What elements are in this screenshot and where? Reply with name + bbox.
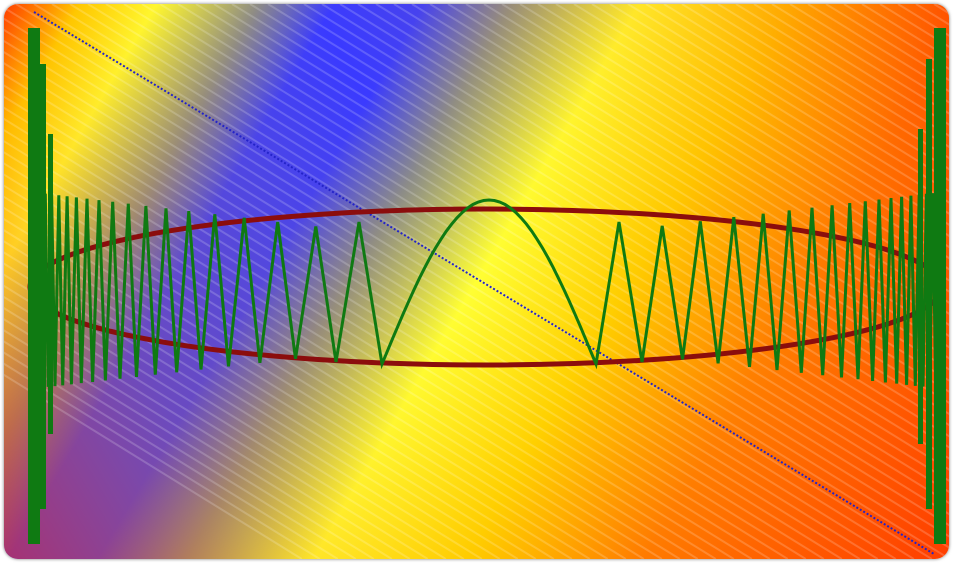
stripe-line — [4, 306, 411, 559]
stripe-line — [321, 4, 949, 393]
stripe-line — [555, 4, 949, 249]
stripe-line — [375, 4, 949, 360]
stripe-line — [15, 4, 915, 559]
edge-bar — [28, 28, 40, 544]
stripe-line — [51, 4, 949, 559]
stripe-line — [33, 4, 933, 559]
stripe-line — [717, 4, 949, 148]
stripe-line — [4, 373, 303, 559]
stripe-line — [303, 4, 949, 404]
stripe-line — [123, 4, 949, 516]
stripe-line — [4, 84, 771, 559]
stripe-line — [4, 128, 699, 559]
stripe-line — [4, 117, 717, 559]
stripe-line — [285, 4, 949, 416]
stripe-line — [4, 28, 861, 559]
stripe-line — [4, 51, 825, 559]
edge-bar — [918, 129, 923, 444]
stripe-line — [501, 4, 949, 282]
stripe-line — [573, 4, 949, 238]
stripe-line — [4, 284, 447, 559]
stripe-line — [681, 4, 949, 171]
stripe-line — [4, 6, 897, 559]
green-waveform — [30, 192, 943, 389]
stripe-line — [4, 318, 393, 559]
stripe-line — [699, 4, 949, 160]
stripe-line — [4, 39, 843, 559]
stripe-line — [87, 4, 949, 538]
stripe-line — [267, 4, 949, 427]
stripe-line — [663, 4, 949, 182]
image-frame — [4, 4, 949, 559]
stripe-line — [771, 4, 949, 115]
stripe-line — [339, 4, 949, 382]
stripe-line — [69, 4, 949, 549]
stripe-line — [627, 4, 949, 204]
stripe-line — [249, 4, 949, 438]
stripe-line — [141, 4, 949, 505]
stripe-line — [735, 4, 949, 137]
stripe-line — [4, 173, 627, 559]
stripe-line — [4, 329, 375, 559]
stripe-line — [4, 340, 357, 559]
stripe-line — [4, 140, 681, 559]
stripe-line — [4, 217, 555, 559]
stripe-line — [4, 362, 321, 559]
stripe-line — [429, 4, 949, 327]
abstract-artwork — [4, 4, 949, 559]
stripe-line — [4, 351, 339, 559]
stripe-line — [4, 184, 609, 559]
stripe-line — [753, 4, 949, 126]
edge-bar — [48, 134, 53, 434]
stripe-line — [465, 4, 949, 304]
stripe-line — [447, 4, 949, 315]
edge-bar — [40, 64, 46, 509]
edge-bar — [934, 28, 946, 544]
diagonal-line — [33, 11, 935, 555]
stripe-line — [4, 95, 753, 559]
stripe-line — [645, 4, 949, 193]
stripe-line — [537, 4, 949, 260]
stripe-line — [4, 273, 465, 559]
stripe-line — [4, 17, 879, 559]
stripe-line — [4, 295, 429, 559]
stripe-line — [105, 4, 949, 527]
stripe-line — [393, 4, 949, 349]
stripe-line — [213, 4, 949, 460]
stripe-line — [609, 4, 949, 215]
stripe-line — [4, 62, 807, 559]
stripe-line — [231, 4, 949, 449]
stripe-line — [4, 229, 537, 559]
stripe-line — [519, 4, 949, 271]
edge-bars — [28, 28, 946, 544]
stripe-line — [4, 206, 573, 559]
stripe-line — [4, 151, 663, 559]
stripe-line — [591, 4, 949, 226]
edge-bar — [926, 59, 932, 509]
